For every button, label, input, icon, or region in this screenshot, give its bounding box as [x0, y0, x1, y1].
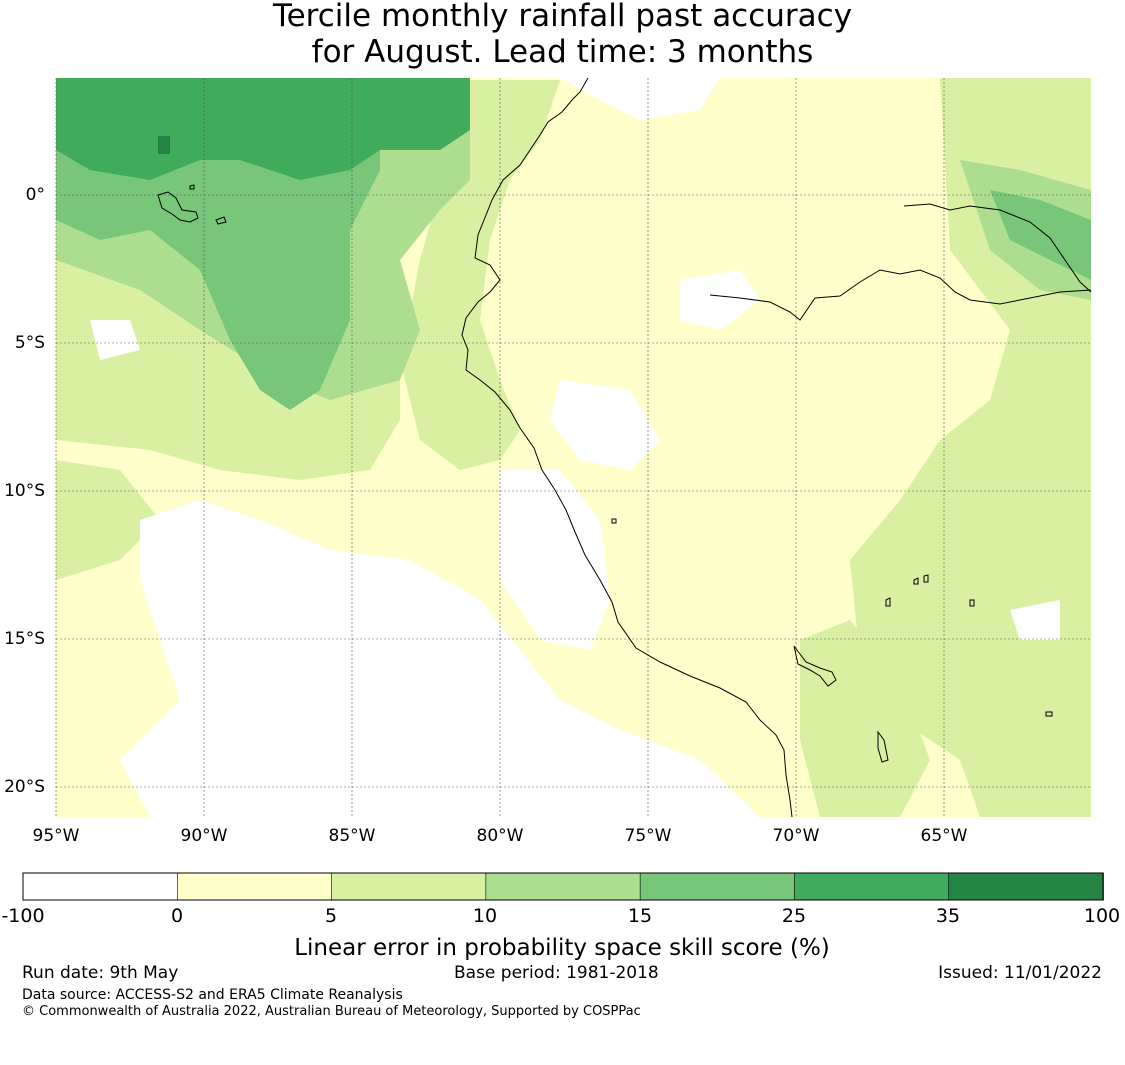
colorbar-frame [22, 872, 1104, 901]
skill-region-negative-north [560, 78, 720, 120]
skill-region-negative-east [1010, 600, 1060, 640]
y-tick-label-20s: 20°S [4, 777, 45, 797]
colorbar-swatch [176, 872, 333, 901]
galapagos-island-2 [215, 216, 227, 225]
inland-lake-2 [923, 574, 929, 583]
skill-region-5-10-south-east [800, 620, 930, 817]
colorbar-swatch [794, 872, 950, 901]
colorbar-tick-label: -100 [1, 905, 44, 927]
map-title-line-1: Tercile monthly rainfall past accuracy [272, 0, 853, 34]
colorbar-swatch [331, 872, 487, 901]
base-period: Base period: 1981-2018 [454, 963, 659, 983]
lake-titicaca [793, 645, 837, 687]
colorbar-swatch [948, 872, 1104, 901]
data-source: Data source: ACCESS-S2 and ERA5 Climate … [22, 987, 403, 1003]
skill-region-negative-west [90, 320, 140, 360]
colorbar-tick-label: 0 [171, 905, 183, 927]
gridlines [55, 78, 1091, 817]
copyright: © Commonwealth of Australia 2022, Austra… [22, 1004, 641, 1019]
x-axis-labels: 95°W 90°W 85°W 80°W 75°W 70°W 65°W [33, 826, 968, 846]
colorbar-tick-label: 35 [936, 905, 960, 927]
skill-region-negative-interior [550, 380, 660, 470]
inland-lake-3 [885, 597, 891, 607]
skill-region-negative-amazon [680, 270, 760, 330]
colorbar-tick-label: 25 [782, 905, 806, 927]
inland-lake-4 [969, 599, 975, 607]
skill-regions [56, 78, 1091, 817]
x-tick-label-80w: 80°W [477, 826, 524, 846]
run-date: Run date: 9th May [22, 963, 179, 983]
x-tick-label-65w: 65°W [921, 826, 968, 846]
colorbar-tick-label: 15 [628, 905, 652, 927]
colorbar-swatch [485, 872, 641, 901]
inland-lake-7 [611, 518, 617, 524]
x-tick-label-95w: 95°W [33, 826, 80, 846]
y-tick-label-5s: 5°S [15, 333, 45, 353]
inland-lake-6 [1045, 711, 1053, 717]
x-tick-label-70w: 70°W [773, 826, 820, 846]
skill-region-5-10-southwest [56, 460, 160, 580]
skill-region-5-10-coast [400, 80, 560, 470]
coastlines [157, 77, 1092, 818]
colorbar-swatch [639, 872, 796, 901]
skill-region-25-35 [56, 78, 470, 180]
x-tick-label-90w: 90°W [181, 826, 228, 846]
map-title-line-2: for August. Lead time: 3 months [311, 34, 814, 70]
colorbar-tick-labels: -100 0 5 10 15 25 35 100 [1, 905, 1120, 927]
colorbar-tick-label: 10 [473, 905, 497, 927]
south-america-coastline [461, 77, 793, 818]
skill-region-negative-coast [500, 470, 610, 650]
colorbar-tick-label: 100 [1084, 905, 1120, 927]
colorbar-swatches [22, 872, 1104, 901]
inland-lake-5 [877, 730, 889, 763]
inland-lake-1 [913, 577, 919, 585]
galapagos-island-3 [189, 184, 195, 190]
skill-cell-35-100 [158, 136, 170, 154]
y-tick-label-10s: 10°S [4, 481, 45, 501]
amazon-river-north [903, 203, 1092, 293]
skill-region-15-25-east [990, 190, 1091, 280]
colorbar-title: Linear error in probability space skill … [294, 935, 830, 961]
colorbar: -100 0 5 10 15 25 35 100 Linear error in… [1, 872, 1120, 961]
y-tick-label-0: 0° [26, 185, 45, 205]
amazon-river-main [709, 269, 1092, 321]
issued-date: Issued: 11/01/2022 [938, 963, 1102, 983]
y-axis-labels: 0° 5°S 10°S 15°S 20°S [4, 185, 45, 797]
x-tick-label-75w: 75°W [625, 826, 672, 846]
skill-region-negative-south [120, 500, 760, 817]
colorbar-tick-label: 5 [325, 905, 337, 927]
colorbar-swatch [22, 872, 179, 901]
y-tick-label-15s: 15°S [4, 629, 45, 649]
map-area [55, 77, 1092, 818]
galapagos-island-1 [157, 191, 199, 223]
x-tick-label-85w: 85°W [329, 826, 376, 846]
